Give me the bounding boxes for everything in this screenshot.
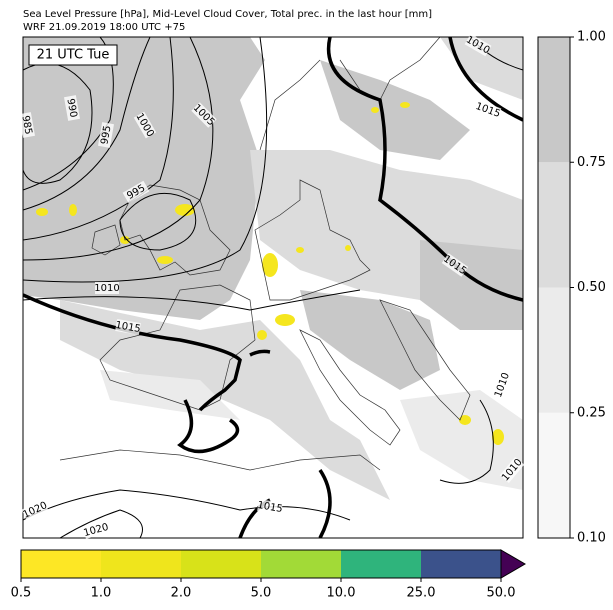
- title-line: Sea Level Pressure [hPa], Mid-Level Clou…: [23, 9, 432, 20]
- colorbar-segment: [538, 162, 570, 288]
- isobar-label: 985: [19, 115, 33, 136]
- colorbar-segment: [538, 37, 570, 163]
- isobar-label: 990: [64, 98, 78, 119]
- tick-label: 2.0: [171, 586, 192, 601]
- time-box: [28, 44, 118, 66]
- colorbar-segment: [538, 412, 570, 538]
- isobar-label: 1015: [114, 320, 141, 335]
- tick-label: 25.0: [407, 586, 436, 601]
- colorbar-segment: [101, 550, 181, 578]
- isobar-label-bg: [19, 112, 35, 138]
- isobar-label-bg: [98, 122, 114, 148]
- isobar-label-bg: [122, 180, 150, 204]
- isobar-label-bg: [474, 100, 502, 120]
- isobar-label-bg: [191, 102, 217, 128]
- isobar-label-bg: [64, 95, 80, 121]
- tick-label: 5.0: [251, 586, 272, 601]
- isobar-label-bg: [133, 111, 157, 139]
- tick-label: 1.00: [577, 30, 606, 45]
- map: [23, 37, 523, 538]
- isobar-label-bg: [441, 253, 469, 277]
- isobar-label: 1015: [256, 500, 283, 515]
- colorbar-segment: [261, 550, 341, 578]
- colorbar-extend: [500, 549, 526, 579]
- isobar-label: 1010: [94, 283, 119, 294]
- tick-label: 0.50: [577, 280, 606, 295]
- colorbar-segment: [21, 550, 101, 578]
- tick-label: 1.0: [91, 586, 112, 601]
- map-frame: [22, 36, 524, 539]
- colorbar-segment: [421, 550, 501, 578]
- isobar-label-bg: [464, 33, 492, 57]
- cloud-colorbar: 0.10 0.25 0.50 0.75 1.00: [537, 30, 606, 546]
- colorbar-segment: [341, 550, 421, 578]
- tick-label: 0.75: [577, 155, 606, 170]
- tick-label: 0.25: [577, 405, 606, 420]
- isobar-label: 995: [99, 125, 113, 146]
- precip-colorbar: 0.5 1.0 2.0 5.0 10.0 25.0 50.0: [11, 549, 526, 601]
- time-label: 21 UTC Tue: [37, 48, 110, 63]
- isobar-label-bg: [492, 371, 512, 399]
- colorbar-segment: [538, 287, 570, 413]
- tick-label: 0.10: [577, 531, 606, 546]
- title-line: WRF 21.09.2019 18:00 UTC +75: [23, 22, 185, 33]
- isobar-label-bg: [95, 282, 119, 294]
- tick-label: 0.5: [11, 586, 32, 601]
- isobar-label-bg: [115, 319, 141, 335]
- isobar-label-bg: [82, 521, 110, 539]
- isobar-label-bg: [257, 499, 283, 515]
- colorbar-segment: [181, 550, 261, 578]
- tick-label: 50.0: [487, 586, 516, 601]
- isobar-label-bg: [21, 499, 49, 521]
- isobar-label-bg: [499, 456, 525, 484]
- tick-label: 10.0: [327, 586, 356, 601]
